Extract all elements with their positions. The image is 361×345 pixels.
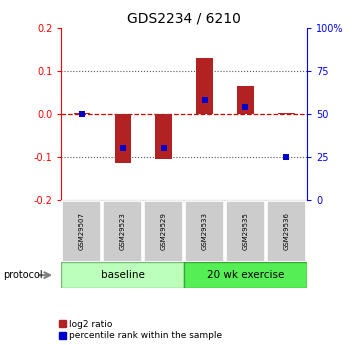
Bar [196, 58, 213, 114]
Title: GDS2234 / 6210: GDS2234 / 6210 [127, 11, 241, 25]
Text: GSM29523: GSM29523 [120, 212, 126, 250]
FancyBboxPatch shape [267, 201, 306, 262]
Bar [237, 86, 254, 114]
FancyBboxPatch shape [144, 201, 183, 262]
FancyBboxPatch shape [62, 201, 101, 262]
Text: protocol: protocol [4, 270, 43, 280]
FancyBboxPatch shape [61, 262, 184, 288]
FancyBboxPatch shape [226, 201, 265, 262]
Text: GSM29533: GSM29533 [201, 212, 208, 250]
Text: GSM29536: GSM29536 [283, 212, 290, 250]
Text: GSM29535: GSM29535 [243, 212, 248, 250]
Bar [278, 113, 295, 114]
FancyBboxPatch shape [185, 201, 224, 262]
Text: 20 wk exercise: 20 wk exercise [207, 270, 284, 280]
Text: GSM29507: GSM29507 [79, 212, 85, 250]
FancyBboxPatch shape [103, 201, 142, 262]
Text: baseline: baseline [101, 270, 145, 280]
Legend: log2 ratio, percentile rank within the sample: log2 ratio, percentile rank within the s… [59, 320, 223, 341]
FancyBboxPatch shape [184, 262, 307, 288]
Bar [74, 113, 90, 114]
Bar [114, 114, 131, 164]
Bar [156, 114, 172, 159]
Text: GSM29529: GSM29529 [161, 212, 167, 250]
